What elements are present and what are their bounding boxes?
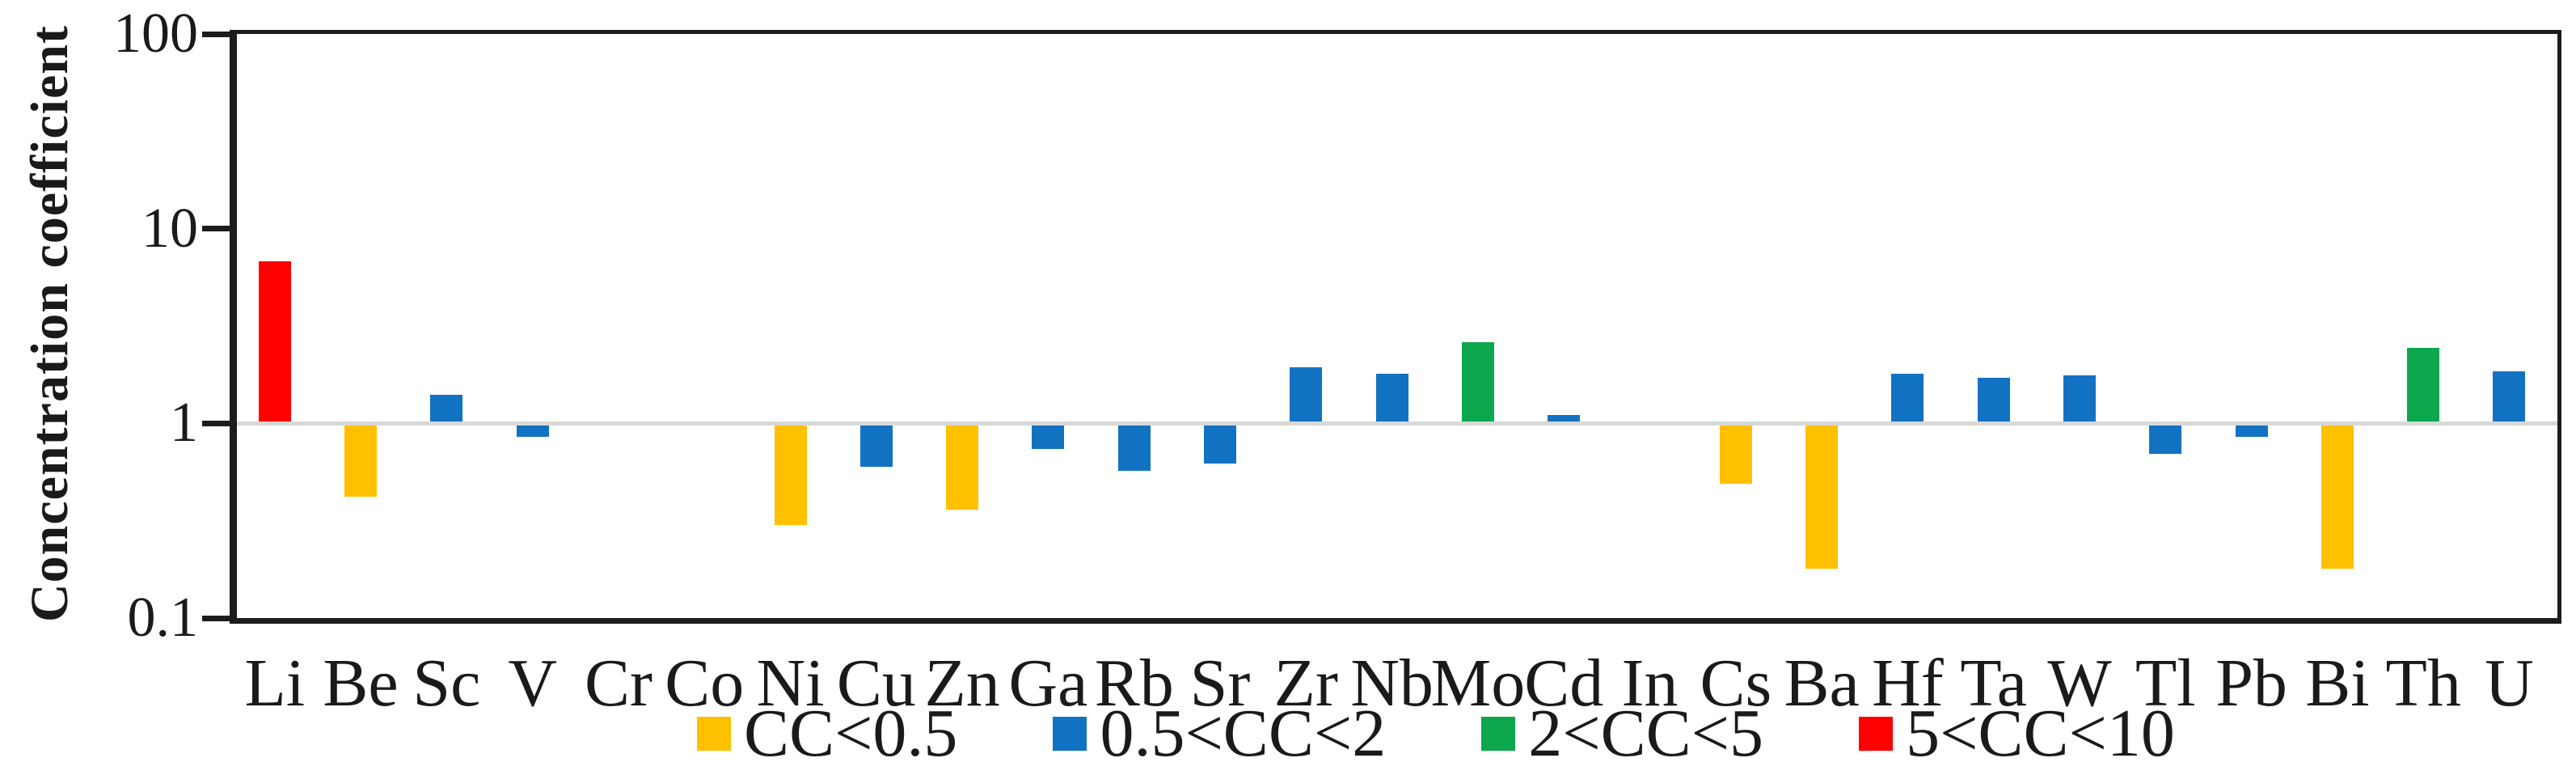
y-axis-title: Concentration coefficient <box>20 25 79 622</box>
bar-V <box>516 422 549 438</box>
y-tick-label-100: 100 <box>113 2 198 65</box>
x-axis-label-Sr: Sr <box>1189 646 1251 721</box>
legend-item-0.5<CC<2: 0.5<CC<2 <box>1053 697 1386 770</box>
x-axis-label-Th: Th <box>2385 646 2461 721</box>
x-axis-label-Cd: Cd <box>1524 646 1604 721</box>
x-axis-label-Pb: Pb <box>2215 646 2287 721</box>
x-axis-label-Be: Be <box>323 646 399 721</box>
bar-Zn <box>946 422 979 510</box>
legend: CC<0.5 0.5<CC<2 2<CC<5 5<CC<10 <box>697 697 2175 770</box>
bar-Zr <box>1290 366 1323 424</box>
bar-Sc <box>430 395 463 424</box>
bar-Mo <box>1461 342 1494 424</box>
bar-Tl <box>2149 422 2182 454</box>
y-tick-mark-100 <box>202 31 236 37</box>
bar-Hf <box>1891 373 1924 424</box>
x-axis-label-Zn: Zn <box>924 646 1000 721</box>
x-axis-label-Mo: Mo <box>1430 646 1526 721</box>
y-tick-label-0.1: 0.1 <box>127 587 199 649</box>
x-axis-label-Zr: Zr <box>1273 646 1338 721</box>
plot-area <box>230 30 2561 624</box>
bar-Cu <box>859 422 893 467</box>
x-axis-label-Co: Co <box>665 646 745 721</box>
x-axis-label-In: In <box>1621 646 1679 721</box>
x-axis-label-Cs: Cs <box>1700 646 1772 721</box>
bar-W <box>2063 375 2096 424</box>
y-tick-label-1: 1 <box>170 392 198 455</box>
x-axis-label-Nb: Nb <box>1350 646 1434 721</box>
bar-Ta <box>1977 377 2010 424</box>
x-axis-label-Sc: Sc <box>412 646 481 721</box>
x-axis-label-Li: Li <box>244 646 306 721</box>
legend-swatch-0.5<CC<2 <box>1053 717 1087 751</box>
x-axis-label-W: W <box>2047 646 2112 721</box>
bar-Sr <box>1204 422 1237 464</box>
bar-Ga <box>1032 422 1065 449</box>
legend-item-CC<0.5: CC<0.5 <box>697 697 957 770</box>
x-axis-label-Ta: Ta <box>1960 646 2028 721</box>
legend-item-5<CC<10: 5<CC<10 <box>1859 697 2175 770</box>
bar-Bi <box>2321 422 2354 569</box>
legend-swatch-5<CC<10 <box>1859 717 1894 751</box>
x-axis-label-U: U <box>2485 646 2534 721</box>
x-axis-label-Tl: Tl <box>2135 646 2196 721</box>
bar-Li <box>258 260 291 424</box>
x-axis-label-Hf: Hf <box>1872 646 1944 721</box>
legend-label-5<CC<10: 5<CC<10 <box>1906 696 2175 771</box>
bar-Cd <box>1548 415 1581 424</box>
x-axis-label-Bi: Bi <box>2305 646 2370 721</box>
legend-item-2<CC<5: 2<CC<5 <box>1481 697 1763 770</box>
bar-Pb <box>2235 422 2268 438</box>
x-axis-label-V: V <box>508 646 557 721</box>
bar-Be <box>344 422 378 497</box>
x-axis-label-Ni: Ni <box>756 646 825 721</box>
legend-swatch-2<CC<5 <box>1481 717 1516 751</box>
baseline-gridline <box>237 421 2557 426</box>
bar-Ba <box>1805 422 1839 569</box>
bar-Cs <box>1719 422 1752 484</box>
legend-label-CC<0.5: CC<0.5 <box>744 696 958 771</box>
legend-label-0.5<CC<2: 0.5<CC<2 <box>1100 696 1387 771</box>
bar-Rb <box>1117 422 1151 472</box>
bar-Th <box>2407 347 2440 424</box>
x-axis-label-Ga: Ga <box>1008 646 1088 721</box>
bar-U <box>2493 371 2526 424</box>
y-tick-mark-10 <box>202 226 236 232</box>
legend-swatch-CC<0.5 <box>697 717 731 751</box>
y-tick-mark-1 <box>202 420 236 426</box>
bar-Nb <box>1375 373 1408 424</box>
x-axis-label-Cu: Cu <box>836 646 916 721</box>
y-tick-label-10: 10 <box>141 197 198 260</box>
x-axis-label-Rb: Rb <box>1094 646 1174 721</box>
legend-label-2<CC<5: 2<CC<5 <box>1528 696 1764 771</box>
y-tick-mark-0.1 <box>202 615 236 621</box>
x-axis-label-Cr: Cr <box>584 646 652 721</box>
x-axis-label-Ba: Ba <box>1784 646 1860 721</box>
bar-Ni <box>774 422 807 526</box>
